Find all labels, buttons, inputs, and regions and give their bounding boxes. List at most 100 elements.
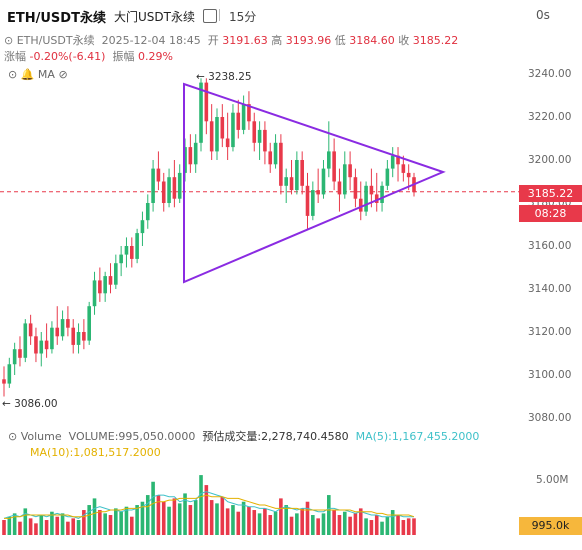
candle-body bbox=[311, 190, 315, 216]
volume-bar bbox=[76, 520, 81, 535]
candle-body bbox=[327, 151, 331, 169]
volume-bar bbox=[412, 518, 416, 535]
candle-body bbox=[321, 168, 326, 195]
volume-bar bbox=[2, 520, 6, 535]
candle-body bbox=[7, 364, 12, 384]
volume-bar bbox=[316, 518, 320, 535]
volume-bar bbox=[172, 498, 177, 535]
price-tick: 3200.00 bbox=[528, 154, 572, 166]
candle-body bbox=[316, 190, 320, 195]
change-label: 涨幅 bbox=[4, 50, 26, 63]
candle-body bbox=[193, 142, 198, 165]
candle-body bbox=[82, 332, 86, 341]
collapse-icon[interactable]: ⊙ bbox=[8, 68, 18, 81]
open-value: 3191.63 bbox=[222, 34, 268, 47]
volume-bar bbox=[34, 523, 38, 535]
volume-bar bbox=[295, 513, 299, 535]
candle-body bbox=[114, 263, 118, 285]
collapse-chevron-icon[interactable]: ⊙ bbox=[4, 34, 14, 47]
candle-body bbox=[337, 181, 342, 195]
price-tick: 3120.00 bbox=[528, 326, 572, 338]
candle-body bbox=[167, 177, 171, 203]
volume-bar bbox=[385, 516, 390, 535]
volume-bar bbox=[39, 515, 44, 535]
volume-bar bbox=[305, 501, 310, 535]
volume-bar bbox=[103, 513, 107, 535]
volume-bar bbox=[220, 496, 225, 535]
candle-body bbox=[156, 168, 161, 182]
close-label: 收 bbox=[398, 34, 410, 47]
candle-body bbox=[44, 340, 49, 350]
price-tick: 3220.00 bbox=[528, 111, 572, 123]
candle-body bbox=[98, 280, 102, 294]
price-tick: 3100.00 bbox=[528, 369, 572, 381]
volume-bar bbox=[188, 505, 193, 535]
symbol-title[interactable]: ETH/USDT永续 bbox=[7, 11, 106, 26]
price-tick: 3080.00 bbox=[528, 412, 572, 424]
volume-bar bbox=[124, 506, 129, 535]
volume-bar bbox=[236, 511, 241, 535]
volume-bar bbox=[348, 516, 352, 535]
candle-body bbox=[76, 332, 81, 345]
candle-body bbox=[34, 336, 38, 354]
candle-body bbox=[183, 147, 187, 173]
low-label: 低 bbox=[334, 34, 346, 47]
candle-body bbox=[60, 319, 65, 337]
visibility-icon[interactable]: ⊘ bbox=[58, 68, 68, 81]
candle-body bbox=[374, 194, 379, 203]
candle-body bbox=[396, 155, 400, 165]
volume-bar bbox=[231, 505, 235, 535]
candle-body bbox=[358, 198, 363, 212]
low-value: 3184.60 bbox=[349, 34, 395, 47]
collapse-icon[interactable]: ⊙ bbox=[8, 430, 18, 443]
ma-indicator[interactable]: MA bbox=[37, 68, 55, 81]
volume-bar bbox=[247, 506, 251, 535]
candle-body bbox=[284, 177, 289, 186]
candle-body bbox=[12, 349, 17, 365]
volume-bar bbox=[284, 505, 289, 535]
volume-bar bbox=[342, 511, 347, 535]
candle-body bbox=[305, 185, 310, 216]
candle-body bbox=[401, 164, 406, 173]
candle-body bbox=[204, 82, 209, 122]
timer-label: 0s bbox=[536, 8, 550, 22]
candle-body bbox=[215, 117, 219, 152]
volume-bar bbox=[140, 501, 145, 535]
volume-bar bbox=[358, 508, 363, 535]
candle-body bbox=[209, 121, 214, 152]
symbol-subtitle: 大门USDT永续 bbox=[114, 10, 195, 24]
volume-bar bbox=[263, 508, 267, 535]
volume-bar bbox=[369, 520, 374, 535]
volume-bar bbox=[44, 520, 49, 535]
candle-body bbox=[263, 129, 267, 152]
volume-bar bbox=[18, 521, 22, 535]
candle-body bbox=[279, 142, 283, 186]
candle-body bbox=[161, 181, 166, 203]
candle-body bbox=[39, 340, 44, 354]
low-marker: ← 3086.00 bbox=[2, 398, 58, 410]
candle-body bbox=[348, 164, 352, 178]
volume-bar bbox=[161, 501, 166, 535]
volume-axis-label: 5.00M bbox=[536, 474, 569, 486]
volume-bar bbox=[114, 508, 118, 535]
alert-icon[interactable]: 🔔 bbox=[20, 68, 35, 81]
volume-bar bbox=[353, 513, 358, 535]
candle-body bbox=[18, 349, 22, 358]
volume-bar bbox=[92, 498, 97, 535]
volume-bar bbox=[204, 485, 209, 535]
info-datetime: 2025-12-04 18:45 bbox=[101, 34, 201, 47]
candle-body bbox=[380, 185, 384, 203]
high-label: 高 bbox=[271, 34, 283, 47]
volume-bar bbox=[50, 511, 54, 535]
candle-body bbox=[295, 160, 299, 191]
edit-icon[interactable] bbox=[203, 9, 217, 23]
candle-body bbox=[385, 168, 390, 186]
timeframe-selector[interactable]: 15分 bbox=[229, 10, 257, 24]
volume-bar bbox=[289, 516, 294, 535]
volume-bar bbox=[374, 515, 379, 535]
candle-body bbox=[289, 177, 294, 191]
candle-body bbox=[188, 147, 193, 165]
candle-body bbox=[87, 306, 91, 341]
candle-body bbox=[369, 185, 374, 195]
